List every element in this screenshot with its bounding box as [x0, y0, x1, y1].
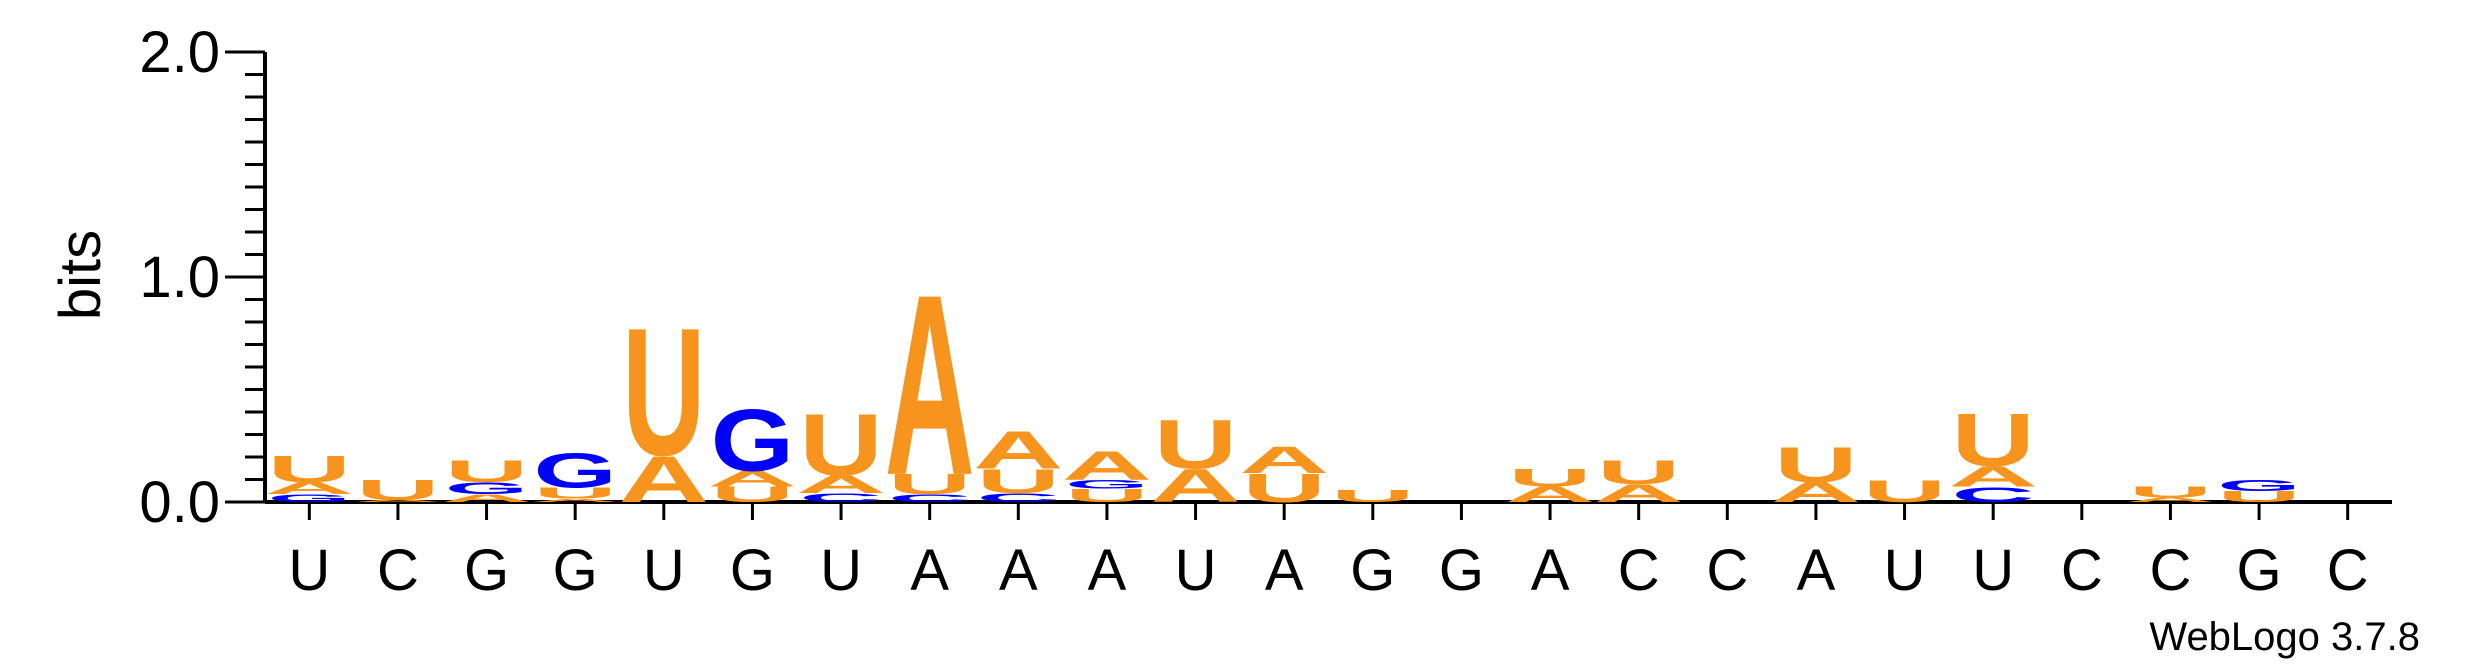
logo-letter-u: U	[1597, 453, 1680, 492]
x-tick-label: G	[730, 538, 775, 603]
logo-letter-g: G	[445, 479, 528, 498]
logo-letter-u: U	[977, 462, 1060, 501]
logo-letter-a: A	[441, 492, 531, 504]
logo-letter-g: G	[2217, 477, 2300, 494]
logo-letter-g: G	[534, 443, 617, 498]
logo-letter-u: U	[445, 453, 528, 488]
logo-letter-u: U	[1952, 398, 2035, 482]
x-tick-label: G	[464, 538, 509, 603]
logo-letter-c: C	[1952, 483, 2035, 507]
logo-letter-u: U	[268, 448, 351, 490]
x-tick-label: A	[910, 538, 949, 603]
logo-letter-u: U	[356, 474, 439, 506]
logo-letter-a: A	[1594, 479, 1684, 507]
logo-letter-u: U	[1774, 436, 1857, 492]
logo-letter-a: A	[973, 420, 1063, 480]
x-tick-label: C	[2327, 538, 2369, 603]
logo-letter-a: A	[530, 498, 620, 503]
x-tick-label: A	[1265, 538, 1304, 603]
x-tick-label: C	[2149, 538, 2191, 603]
logo-letter-u: U	[1863, 473, 1946, 508]
x-tick-label: C	[1706, 538, 1748, 603]
x-tick-label: U	[820, 538, 862, 603]
logo-letter-a: A	[1150, 460, 1240, 512]
weblogo-credit: WebLogo 3.7.8	[2149, 615, 2420, 659]
logo-letter-u: U	[534, 485, 617, 503]
logo-letter-u: U	[1508, 463, 1591, 491]
x-tick-label: G	[1439, 538, 1484, 603]
logo-letter-u: U	[711, 482, 794, 507]
logo-letter-a: A	[2125, 496, 2215, 503]
logo-letter-a: A	[353, 499, 443, 503]
logo-letter-u: U	[1065, 485, 1148, 506]
y-tick-label: 2.0	[139, 20, 220, 85]
x-tick-label: C	[1618, 538, 1660, 603]
logo-letter-g: G	[1065, 478, 1148, 492]
x-tick-label: U	[643, 538, 685, 603]
x-tick-label: A	[1531, 538, 1570, 603]
x-tick-label: U	[1972, 538, 2014, 603]
logo-letter-a: A	[619, 443, 709, 516]
logo-letter-u: U	[888, 469, 971, 501]
logo-letter-a: A	[1505, 482, 1595, 507]
x-tick-label: A	[1797, 538, 1836, 603]
logo-letter-a: A	[1062, 443, 1152, 489]
x-tick-label: A	[999, 538, 1038, 603]
logo-letter-u: U	[1154, 406, 1237, 483]
x-tick-label: G	[553, 538, 598, 603]
logo-letter-a: A	[1239, 438, 1329, 481]
y-tick-label: 1.0	[139, 245, 220, 310]
logo-letter-g: G	[268, 492, 351, 504]
logo-letter-u: U	[622, 291, 705, 494]
y-axis-label: bits	[48, 230, 113, 320]
logo-letter-a: A	[264, 478, 354, 497]
x-tick-label: C	[2061, 538, 2103, 603]
x-tick-label: U	[1175, 538, 1217, 603]
logo-letter-a: A	[1771, 477, 1861, 509]
logo-letter-u: U	[1331, 486, 1414, 505]
logo-letter-a: A	[707, 467, 797, 492]
x-tick-label: C	[377, 538, 419, 603]
x-tick-label: U	[288, 538, 330, 603]
logo-letter-u: U	[1243, 466, 1326, 511]
logo-letter-u: U	[2129, 483, 2212, 501]
logo-letter-a: A	[796, 470, 886, 498]
logo-letter-a: A	[1948, 461, 2038, 493]
logo-letter-c: C	[799, 491, 882, 505]
logo-letter-a: A	[885, 241, 975, 529]
logo-letter-c: C	[977, 491, 1060, 505]
logo-letter-u: U	[2217, 488, 2300, 506]
x-tick-label: A	[1088, 538, 1127, 603]
y-tick-label: 0.0	[139, 470, 220, 535]
logo-letter-g: G	[711, 390, 794, 489]
x-tick-label: U	[1884, 538, 1926, 603]
logo-letter-u: U	[799, 395, 882, 494]
logo-letter-c: C	[888, 492, 971, 504]
axes: 0.0 1.0 2.0	[139, 20, 2392, 535]
x-tick-label: G	[2237, 538, 2282, 603]
x-tick-label: G	[1350, 538, 1395, 603]
